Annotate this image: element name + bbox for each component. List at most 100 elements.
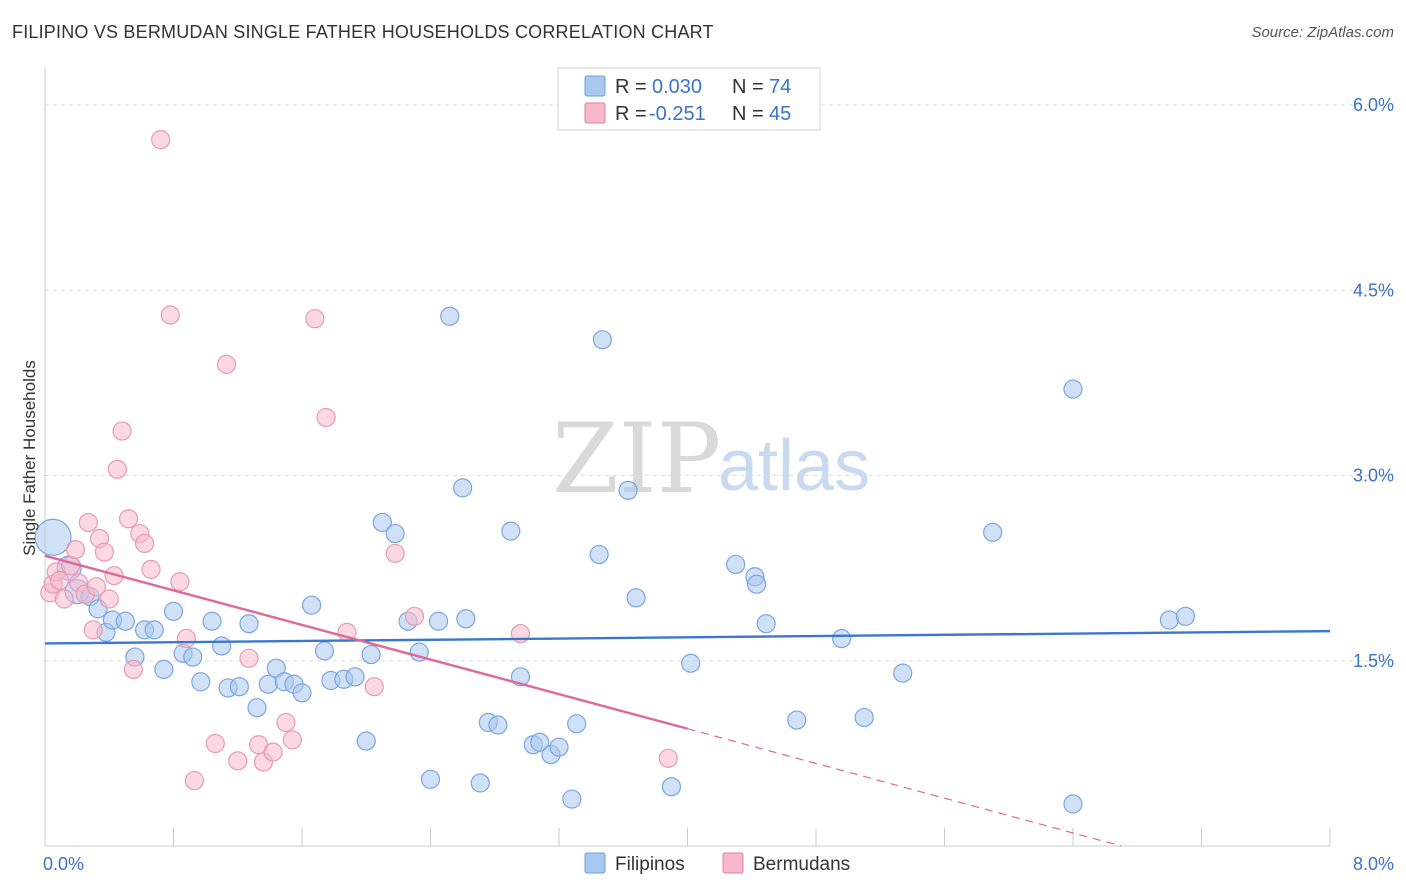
point-filipinos (470, 773, 490, 793)
point-filipinos (440, 306, 460, 326)
point-bermudans (364, 677, 384, 697)
legend-n-label: N = (732, 103, 764, 125)
point-filipinos (1175, 606, 1196, 626)
point-bermudans (99, 589, 119, 609)
point-filipinos (202, 611, 222, 631)
point-filipinos (746, 574, 767, 594)
point-bermudans (61, 556, 81, 576)
y-tick-label: 1.5% (1353, 651, 1394, 671)
point-filipinos (372, 512, 392, 533)
point-bermudans (160, 305, 180, 325)
point-filipinos (356, 731, 376, 751)
y-tick-label: 4.5% (1353, 280, 1394, 300)
point-bermudans (216, 354, 237, 374)
legend-r-label: R = (615, 103, 647, 125)
legend-r-label: R = (615, 76, 647, 98)
point-bermudans (123, 659, 143, 680)
point-bermudans (118, 509, 139, 529)
grid-lines (45, 104, 1394, 662)
point-filipinos (589, 544, 609, 565)
point-bermudans (54, 589, 74, 609)
point-bermudans (263, 742, 283, 762)
point-filipinos (302, 595, 322, 615)
point-bermudans (282, 730, 302, 750)
y-tick-label: 6.0% (1353, 95, 1394, 115)
point-filipinos (183, 647, 203, 667)
point-filipinos (726, 554, 746, 575)
point-bermudans (316, 407, 336, 428)
legend-swatch-filipinos (584, 75, 606, 97)
legend-r-value: 0.030 (652, 76, 702, 98)
trend-line-bermudans (687, 728, 1122, 847)
legend-n-value: 74 (769, 76, 791, 98)
point-filipinos (154, 659, 174, 680)
point-bermudans (107, 459, 127, 479)
trend-line-filipinos (44, 629, 1331, 645)
point-filipinos (488, 715, 508, 735)
point-filipinos (345, 667, 365, 687)
point-filipinos (247, 698, 267, 718)
point-bermudans (94, 542, 115, 562)
point-bermudans (228, 751, 248, 771)
point-bermudans (404, 606, 425, 626)
point-filipinos (456, 609, 476, 629)
point-filipinos (681, 653, 701, 673)
point-bermudans (134, 533, 155, 554)
bottom-legend-swatch-bermudans (722, 852, 744, 874)
y-axis-title: Single Father Households (20, 360, 39, 556)
point-bermudans (658, 748, 678, 768)
point-filipinos (983, 522, 1003, 542)
point-filipinos (756, 614, 776, 634)
point-bermudans (276, 712, 296, 733)
point-bermudans (305, 309, 325, 329)
point-filipinos (144, 620, 164, 640)
point-filipinos (115, 611, 135, 631)
point-bermudans (65, 540, 86, 560)
point-bermudans (385, 543, 405, 563)
point-filipinos (453, 478, 473, 498)
bottom-legend-bermudans: Bermudans (753, 854, 850, 875)
point-bermudans (49, 570, 70, 591)
point-bermudans (141, 559, 161, 579)
bottom-legend-filipinos: Filipinos (615, 854, 685, 875)
point-bermudans (112, 421, 132, 441)
point-filipinos (34, 518, 72, 556)
legend-box: R = 0.030 N = 74 R = -0.251 N = 45 (557, 67, 821, 131)
point-filipinos (1063, 379, 1083, 399)
point-filipinos (661, 777, 682, 797)
point-bermudans (205, 733, 225, 754)
point-filipinos (530, 732, 550, 752)
point-filipinos (562, 789, 582, 809)
legend-n-value: 45 (769, 103, 791, 125)
point-filipinos (314, 641, 335, 661)
watermark-atlas: atlas (718, 426, 870, 506)
tick-labels: 1.5% 3.0% 4.5% 6.0% 0.0% 8.0% (43, 95, 1394, 874)
point-filipinos (385, 523, 405, 544)
point-filipinos (1159, 610, 1179, 630)
trend-line-bermudans (44, 554, 688, 730)
point-bermudans (184, 770, 204, 791)
point-bermudans (170, 572, 190, 592)
point-bermudans (151, 130, 171, 150)
point-filipinos (549, 737, 569, 757)
bottom-legend-swatch-filipinos (584, 852, 606, 874)
point-bermudans (86, 577, 107, 597)
watermark-zip: ZIP (552, 403, 721, 515)
point-bermudans (83, 620, 103, 640)
point-filipinos (163, 601, 184, 621)
point-filipinos (428, 611, 449, 631)
point-filipinos (420, 769, 441, 789)
legend-r-value: -0.251 (649, 103, 706, 125)
x-tick-label: 8.0% (1353, 854, 1394, 874)
point-filipinos (229, 677, 249, 697)
point-filipinos (592, 330, 612, 350)
point-filipinos (212, 636, 232, 656)
point-bermudans (239, 648, 259, 668)
point-filipinos (1063, 794, 1083, 814)
trend-lines (44, 554, 1331, 847)
point-filipinos (832, 628, 852, 649)
point-bermudans (78, 512, 98, 533)
chart-source: Source: ZipAtlas.com (1251, 24, 1394, 41)
x-tick-label: 0.0% (43, 854, 84, 874)
point-filipinos (361, 644, 381, 665)
